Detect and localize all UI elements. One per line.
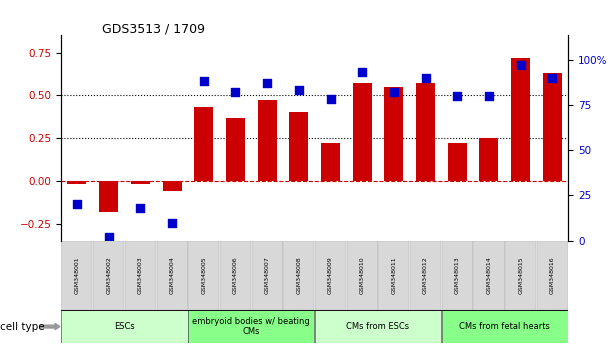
Bar xyxy=(220,241,251,310)
Text: GSM348001: GSM348001 xyxy=(75,256,79,294)
Point xyxy=(104,234,114,240)
Bar xyxy=(353,83,371,181)
Point xyxy=(452,93,462,99)
Text: CMs from ESCs: CMs from ESCs xyxy=(346,322,409,331)
Bar xyxy=(321,143,340,181)
Text: GSM348004: GSM348004 xyxy=(169,256,175,294)
Bar xyxy=(62,241,92,310)
Bar xyxy=(384,87,403,181)
Point xyxy=(357,69,367,75)
Point xyxy=(294,87,304,93)
Bar xyxy=(99,181,118,212)
Text: GSM348005: GSM348005 xyxy=(201,256,207,294)
Text: GSM348010: GSM348010 xyxy=(360,256,365,294)
Point xyxy=(262,80,272,86)
Bar xyxy=(163,181,181,191)
Point xyxy=(389,89,399,95)
Bar xyxy=(543,73,562,181)
Point xyxy=(421,75,431,80)
Bar xyxy=(410,241,441,310)
Point xyxy=(516,62,525,68)
Point xyxy=(167,220,177,225)
Point xyxy=(547,75,557,80)
Text: GSM348007: GSM348007 xyxy=(265,256,269,294)
Point xyxy=(136,205,145,211)
Text: GSM348006: GSM348006 xyxy=(233,256,238,294)
Bar xyxy=(537,241,568,310)
Bar xyxy=(62,310,188,343)
Bar xyxy=(156,241,188,310)
Bar xyxy=(442,310,568,343)
Point xyxy=(72,202,82,207)
Text: cell type: cell type xyxy=(0,321,45,332)
Bar xyxy=(505,241,536,310)
Bar xyxy=(474,241,505,310)
Bar xyxy=(252,241,283,310)
Bar xyxy=(378,241,409,310)
Point xyxy=(230,89,240,95)
Bar xyxy=(188,241,219,310)
Text: GSM348011: GSM348011 xyxy=(392,256,397,294)
Point xyxy=(484,93,494,99)
Bar xyxy=(226,118,245,181)
Text: GSM348002: GSM348002 xyxy=(106,256,111,294)
Bar xyxy=(125,241,156,310)
Text: GSM348012: GSM348012 xyxy=(423,256,428,294)
Bar xyxy=(315,310,441,343)
Bar xyxy=(93,241,124,310)
Bar xyxy=(284,241,314,310)
Point xyxy=(402,327,412,332)
Bar xyxy=(188,310,314,343)
Point xyxy=(199,79,208,84)
Text: GSM348008: GSM348008 xyxy=(296,256,301,294)
Bar xyxy=(315,241,346,310)
Bar xyxy=(346,241,378,310)
Bar xyxy=(67,181,87,184)
Text: GSM348016: GSM348016 xyxy=(550,256,555,294)
Text: CMs from fetal hearts: CMs from fetal hearts xyxy=(459,322,551,331)
Text: GDS3513 / 1709: GDS3513 / 1709 xyxy=(101,22,205,35)
Text: GSM348003: GSM348003 xyxy=(138,256,143,294)
Bar xyxy=(511,58,530,181)
Bar xyxy=(290,113,309,181)
Text: GSM348013: GSM348013 xyxy=(455,256,460,294)
Text: GSM348009: GSM348009 xyxy=(328,256,333,294)
Bar xyxy=(258,101,277,181)
Text: ESCs: ESCs xyxy=(114,322,135,331)
Bar xyxy=(448,143,467,181)
Point xyxy=(402,189,412,195)
Bar xyxy=(416,83,435,181)
Bar xyxy=(480,138,499,181)
Text: embryoid bodies w/ beating
CMs: embryoid bodies w/ beating CMs xyxy=(192,317,310,336)
Bar xyxy=(194,107,213,181)
Text: GSM348015: GSM348015 xyxy=(518,256,523,294)
Bar xyxy=(442,241,473,310)
Point xyxy=(326,97,335,102)
Bar xyxy=(131,181,150,184)
Text: GSM348014: GSM348014 xyxy=(486,256,491,294)
